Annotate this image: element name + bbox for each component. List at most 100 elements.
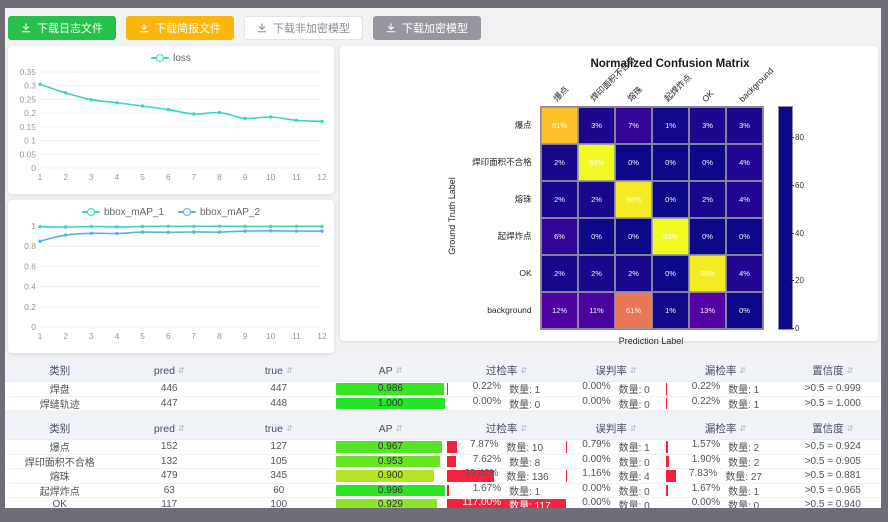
- column-header-label: pred: [153, 422, 175, 435]
- column-header-4[interactable]: 过检率 ⇵: [447, 360, 566, 382]
- rate-count: 数量: 0: [618, 486, 650, 498]
- download-encrypted-model-button[interactable]: 下载加密模型: [373, 16, 481, 40]
- matrix-grid: 81% 3% 7% 1% 3% 3% 2% 93% 0% 0% 0% 4% 2% 2% 90% 0% 2% 4% 6…: [540, 106, 764, 330]
- metrics-table: 类别 pred ⇵ true ⇵ AP ⇵ 过检率 ⇵ 误判率 ⇵ 漏检率 ⇵ 置信度 ⇵ 爆点 152 127 0…: [5, 418, 881, 508]
- download-encrypted-model-label: 下载加密模型: [402, 23, 468, 35]
- sort-icon[interactable]: ⇵: [846, 366, 854, 375]
- matrix-cell: 0%: [652, 255, 689, 292]
- sort-icon[interactable]: ⇵: [520, 366, 528, 375]
- matrix-cell: 3%: [689, 107, 726, 144]
- rate-percent: 1.67%: [691, 483, 721, 494]
- category-cell: OK: [5, 498, 115, 508]
- rate-percent: 0.00%: [582, 483, 611, 494]
- svg-text:10: 10: [266, 172, 276, 182]
- column-header-7[interactable]: 置信度 ⇵: [784, 360, 881, 382]
- rate-percent: 0.22%: [691, 382, 721, 393]
- sort-icon[interactable]: ⇵: [285, 366, 293, 375]
- left-column: loss 0 0.05 0.1 0.15 0.2 0.25 0.3 0.35 1 2 3 4 5 6 7 8 9…: [8, 46, 334, 353]
- category-cell: 熔珠: [5, 469, 115, 484]
- ap-bar: [335, 499, 438, 508]
- sort-icon[interactable]: ⇵: [177, 366, 185, 375]
- matrix-cell: 81%: [541, 107, 578, 144]
- download-icon: [257, 23, 267, 33]
- category-cell: 起焊炸点: [5, 484, 115, 498]
- rate-count: 数量: 0: [618, 399, 650, 411]
- svg-text:0.2: 0.2: [24, 302, 36, 312]
- ap-cell: 0.953: [333, 455, 448, 469]
- true-cell: 447: [224, 382, 334, 397]
- column-header-2[interactable]: true ⇵: [224, 360, 334, 382]
- table-header-row: 类别 pred ⇵ true ⇵ AP ⇵ 过检率 ⇵ 误判率 ⇵ 漏检率 ⇵ 置信度 ⇵: [5, 418, 881, 440]
- matrix-cell: 2%: [541, 181, 578, 218]
- line-series-icon: [81, 208, 100, 216]
- download-report-button[interactable]: 下载简报文件: [126, 16, 234, 40]
- ap-cell: 0.996: [333, 484, 448, 498]
- column-header-5[interactable]: 误判率 ⇵: [565, 360, 667, 382]
- matrix-cell: 2%: [541, 255, 578, 292]
- sort-icon[interactable]: ⇵: [629, 424, 637, 433]
- column-header-3[interactable]: AP ⇵: [333, 418, 448, 440]
- column-header-3[interactable]: AP ⇵: [333, 360, 448, 382]
- matrix-column-labels: 爆点 焊印面积不合格 熔珠 起焊炸点 OK background: [540, 54, 775, 104]
- sort-icon[interactable]: ⇵: [629, 366, 637, 375]
- column-header-2[interactable]: true ⇵: [224, 418, 334, 440]
- category-cell: 焊印面积不合格: [5, 455, 115, 469]
- svg-text:6: 6: [166, 172, 171, 182]
- sort-icon[interactable]: ⇵: [846, 424, 854, 433]
- matrix-cell: 0%: [689, 144, 726, 181]
- ap-cell: 0.967: [333, 440, 448, 455]
- svg-text:0.15: 0.15: [19, 122, 36, 132]
- rate-percent: 1.57%: [691, 440, 721, 451]
- rate-count: 数量: 0: [728, 501, 760, 508]
- category-cell: 焊缝轨迹: [5, 397, 115, 411]
- sort-icon[interactable]: ⇵: [739, 424, 747, 433]
- overdetect-cell: 0.22% 数量: 1: [447, 382, 566, 397]
- sort-icon[interactable]: ⇵: [520, 424, 528, 433]
- legend-item-loss[interactable]: loss: [151, 53, 191, 64]
- matrix-cell: 93%: [652, 218, 689, 255]
- column-header-label: 漏检率: [704, 365, 737, 377]
- column-header-label: 置信度: [812, 365, 844, 377]
- column-header-0: 类别: [5, 418, 115, 440]
- column-header-label: pred: [153, 364, 175, 377]
- download-icon: [139, 23, 149, 33]
- column-header-7[interactable]: 置信度 ⇵: [784, 418, 881, 440]
- rate-count: 数量: 8: [509, 457, 541, 469]
- column-header-4[interactable]: 过检率 ⇵: [447, 418, 566, 440]
- column-header-1[interactable]: pred ⇵: [114, 360, 224, 382]
- column-header-label: AP: [378, 364, 393, 377]
- matrix-cell: 90%: [615, 181, 652, 218]
- matrix-row-label: 焊印面积不合格: [472, 156, 534, 167]
- matrix-column-label: 起焊炸点: [661, 72, 693, 104]
- column-header-5[interactable]: 误判率 ⇵: [565, 418, 667, 440]
- matrix-cell: 4%: [726, 255, 763, 292]
- column-header-label: true: [264, 422, 283, 435]
- column-header-6[interactable]: 漏检率 ⇵: [666, 360, 785, 382]
- svg-text:11: 11: [292, 172, 301, 182]
- missdetect-cell: 0.00% 数量: 0: [666, 498, 784, 508]
- column-header-6[interactable]: 漏检率 ⇵: [666, 418, 785, 440]
- rate-bar: [666, 441, 669, 453]
- svg-text:0.1: 0.1: [24, 136, 36, 146]
- column-header-label: 置信度: [812, 423, 844, 435]
- sort-icon[interactable]: ⇵: [177, 424, 185, 433]
- pred-cell: 446: [114, 382, 224, 397]
- rate-percent: 0.00%: [582, 382, 611, 393]
- sort-icon[interactable]: ⇵: [395, 424, 403, 433]
- column-header-1[interactable]: pred ⇵: [114, 418, 224, 440]
- sort-icon[interactable]: ⇵: [285, 424, 293, 433]
- sort-icon[interactable]: ⇵: [739, 366, 747, 375]
- legend-item-bbox-map-1[interactable]: bbox_mAP_1: [81, 207, 164, 218]
- sort-icon[interactable]: ⇵: [395, 366, 403, 375]
- download-log-button[interactable]: 下载日志文件: [8, 16, 116, 40]
- legend-item-bbox-map-2[interactable]: bbox_mAP_2: [178, 207, 260, 218]
- download-unencrypted-model-button[interactable]: 下载非加密模型: [244, 16, 363, 40]
- matrix-cell: 13%: [689, 292, 726, 329]
- ap-bar: [335, 455, 441, 467]
- matrix-cell: 0%: [726, 218, 763, 255]
- ap-cell: 0.929: [334, 498, 448, 508]
- colorbar-tick: 40: [791, 228, 804, 238]
- colorbar-tick: 80: [791, 133, 804, 143]
- confidence-cell: >0.5 = 0.905: [784, 455, 881, 469]
- matrix-cell: 7%: [615, 107, 652, 144]
